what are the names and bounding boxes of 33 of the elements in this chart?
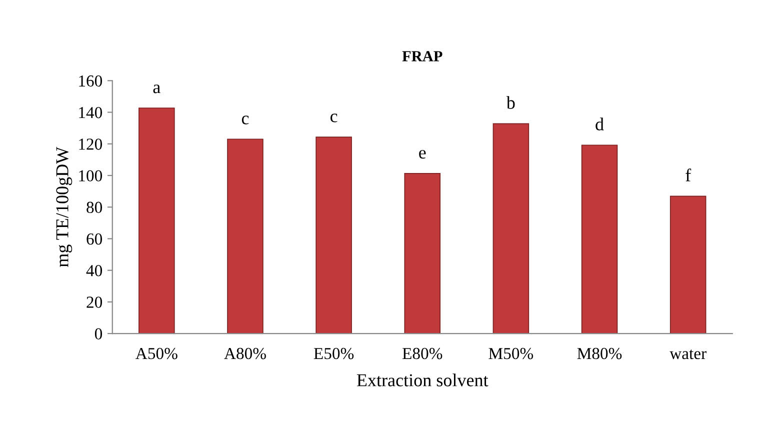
bar — [492, 123, 530, 334]
y-tick-label: 120 — [79, 138, 102, 150]
y-tick-label: 140 — [79, 106, 102, 118]
annotation: b — [506, 96, 515, 109]
x-tick-label: A50% — [136, 348, 178, 360]
y-tick-label: 160 — [79, 75, 102, 87]
bar — [404, 173, 441, 334]
annotation: a — [153, 84, 160, 94]
y-tick-label: 20 — [86, 296, 102, 308]
annotation: f — [686, 168, 692, 182]
y-tick-label: 40 — [86, 265, 102, 276]
y-tick-label: 0 — [94, 328, 102, 340]
x-tick-label: A80% — [224, 348, 266, 360]
x-tick-label: E50% — [314, 348, 354, 360]
bar — [316, 136, 352, 334]
y-tick-label: 100 — [79, 170, 102, 182]
bar — [581, 144, 618, 334]
bar — [138, 108, 175, 334]
bar — [227, 138, 264, 334]
x-tick-label: E80% — [402, 348, 442, 360]
x-axis-title: Extraction solvent — [356, 374, 488, 386]
annotation: d — [596, 118, 604, 130]
annotation: e — [419, 150, 426, 159]
x-tick-label: M50% — [488, 348, 534, 360]
annotation: c — [330, 114, 338, 122]
x-tick-label: water — [670, 350, 706, 360]
y-axis-title: mg TE/100gDW — [56, 146, 72, 267]
annotation: c — [242, 116, 249, 124]
x-tick-label: M80% — [577, 348, 622, 360]
y-tick-label: 60 — [86, 233, 102, 245]
bar — [670, 196, 706, 334]
y-tick-label: 80 — [86, 202, 102, 214]
chart-title: FRAP — [402, 51, 442, 62]
